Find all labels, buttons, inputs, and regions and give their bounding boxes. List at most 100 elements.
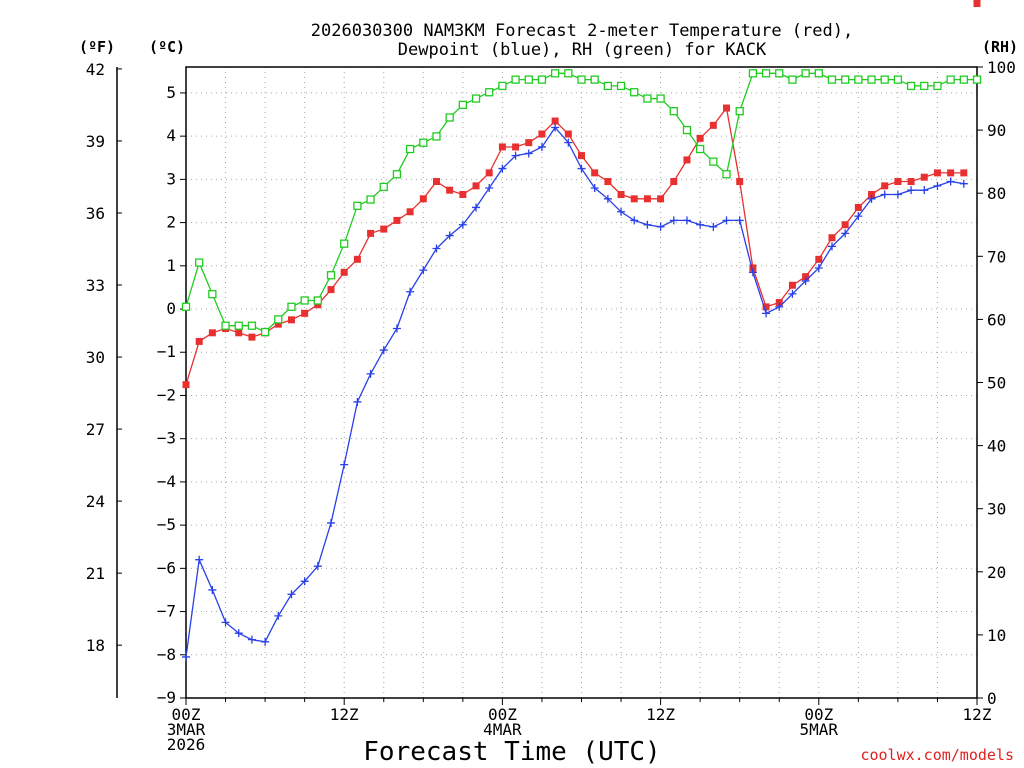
x-tick-label: 4MAR [483,720,522,739]
data-point [301,309,309,317]
data-point [511,151,520,160]
fahrenheit-tick-label: 30 [86,348,105,367]
fahrenheit-unit-label: (ºF) [79,38,115,56]
x-tick-label: 00Z [488,705,517,724]
data-point [234,629,243,638]
data-point [511,75,520,84]
fahrenheit-tick-label: 24 [86,492,105,511]
data-point [723,104,731,112]
data-point [419,195,427,203]
data-point [749,264,757,272]
rh-tick-label: 40 [987,437,1006,456]
data-point [854,203,862,211]
x-tick-label: 12Z [330,705,359,724]
data-point [736,178,744,186]
data-point [577,164,586,173]
data-point [801,276,810,285]
data-point [972,75,982,84]
data-point [248,333,256,341]
data-point [524,75,533,84]
data-point [538,130,546,138]
data-point [380,225,388,233]
data-point [208,585,217,594]
rh-tick-label: 30 [987,500,1006,519]
celsius-tick-label: −7 [157,602,176,621]
data-point [327,286,335,294]
data-point [195,555,204,564]
data-point [841,221,849,229]
data-point [445,231,454,240]
data-point [472,182,480,190]
data-point [432,244,441,253]
data-point [748,69,758,78]
data-point [182,381,190,389]
fahrenheit-tick-label: 21 [86,564,105,583]
celsius-tick-label: −6 [157,558,176,577]
data-point [379,182,388,192]
rh-tick-label: 100 [987,58,1016,77]
data-point [353,201,362,210]
data-point [827,75,837,84]
celsius-tick-label: −8 [157,645,176,664]
data-point [590,184,599,193]
celsius-tick-label: 3 [166,169,176,188]
data-point [300,577,309,586]
data-point [260,327,270,337]
data-point [933,181,942,190]
fahrenheit-tick-label: 36 [86,204,105,223]
data-point [946,75,955,84]
data-point [656,222,665,231]
fahrenheit-tick-label: 27 [86,420,105,439]
data-point [498,143,506,151]
grid-lines [186,67,977,698]
data-point [696,220,705,229]
data-point [947,169,955,177]
series-line [185,106,964,385]
data-point [287,302,296,311]
fahrenheit-tick-label: 33 [86,276,105,295]
data-point [670,178,678,186]
data-point [353,255,361,263]
rh-tick-label: 70 [987,247,1006,266]
data-point [920,173,928,181]
data-point [735,107,744,116]
series-line [185,126,964,657]
data-point [485,169,493,177]
data-point [907,186,916,195]
data-point [353,397,362,406]
x-tick-label: 5MAR [800,720,839,739]
data-point [274,315,283,324]
data-point [682,125,692,135]
data-point [182,652,190,661]
data-point [775,299,783,307]
rh-tick-label: 90 [987,121,1006,140]
rh-unit-label: (RH) [982,38,1018,56]
data-point [656,94,665,103]
celsius-tick-label: −4 [157,472,176,491]
data-point [907,178,915,186]
data-point [906,81,916,91]
data-point [537,75,547,84]
rh-tick-label: 0 [987,689,997,708]
celsius-tick-label: 5 [166,83,176,102]
data-point [287,316,295,324]
series-temperature [182,0,981,389]
data-point [537,142,546,151]
data-point [300,296,309,305]
data-point [234,321,243,330]
data-point [920,186,929,195]
data-point [960,169,968,177]
data-point [603,81,613,91]
fahrenheit-tick-label: 18 [86,636,105,655]
data-point [603,194,612,203]
celsius-tick-label: 0 [166,299,176,318]
data-point [195,337,203,345]
data-point [894,178,902,186]
data-point [643,195,651,203]
data-point [446,186,454,194]
data-point [313,296,322,305]
data-point [550,69,560,78]
data-point [802,273,810,281]
data-point [959,179,968,188]
data-point [643,220,652,229]
